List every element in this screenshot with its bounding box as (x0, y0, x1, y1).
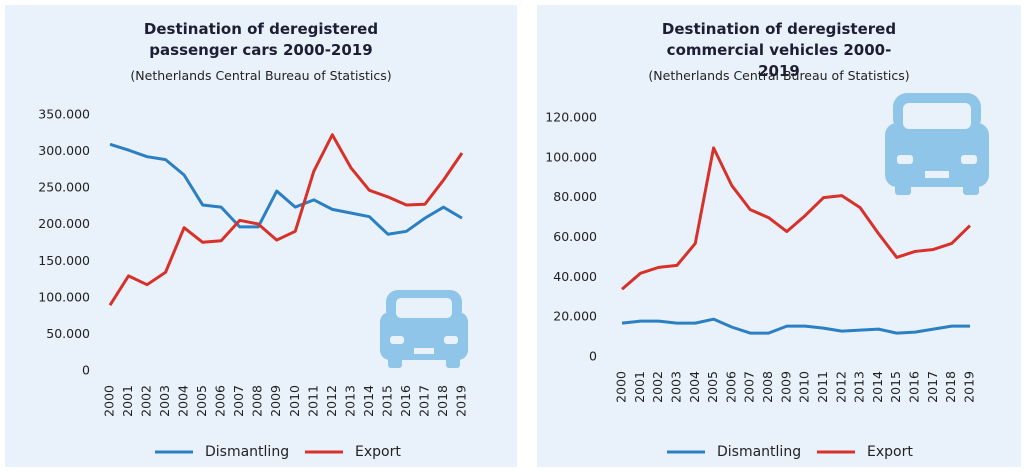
y-tick-label: 100.000 (545, 149, 597, 164)
x-tick-label: 2011 (305, 385, 320, 417)
x-tick-label: 2014 (870, 371, 885, 403)
chart-subtitle: (Netherlands Central Bureau of Statistic… (130, 68, 392, 83)
x-tick-label: 2003 (668, 371, 683, 403)
x-tick-label: 2013 (342, 385, 357, 417)
x-tick-label: 2010 (287, 385, 302, 417)
x-tick-label: 2004 (176, 385, 191, 417)
x-tick-label: 2013 (852, 371, 867, 403)
y-tick-label: 120.000 (545, 110, 597, 125)
series-line (108, 133, 464, 306)
x-tick-label: 2005 (705, 371, 720, 403)
y-tick-label: 0 (589, 349, 597, 364)
x-tick-label: 2017 (416, 385, 431, 417)
x-tick-label: 2000 (614, 371, 629, 403)
chart-title: Destination of deregistered commercial v… (661, 20, 897, 80)
legend-label: Export (355, 444, 401, 460)
x-tick-label: 2012 (324, 385, 339, 417)
y-tick-label: 200.000 (38, 216, 90, 231)
legend-label: Export (867, 444, 913, 460)
y-tick-label: 40.000 (553, 269, 597, 284)
x-tick-label: 2005 (194, 385, 209, 417)
y-tick-label: 300.000 (38, 143, 90, 158)
x-tick-label: 2008 (760, 371, 775, 403)
y-tick-label: 100.000 (38, 289, 90, 304)
x-tick-label: 2009 (268, 385, 283, 417)
y-tick-label: 350.000 (38, 107, 90, 122)
x-tick-label: 2011 (815, 371, 830, 403)
x-tick-label: 2017 (925, 371, 940, 403)
x-tick-label: 2003 (157, 385, 172, 417)
chart-title: Destination of deregistered passenger ca… (143, 20, 379, 59)
x-tick-label: 2016 (907, 371, 922, 403)
x-tick-label: 2007 (742, 371, 757, 403)
x-tick-label: 2006 (723, 371, 738, 403)
chart-subtitle: (Netherlands Central Bureau of Statistic… (648, 68, 910, 83)
y-tick-label: 0 (82, 363, 90, 378)
x-tick-label: 2006 (213, 385, 228, 417)
x-tick-label: 2010 (797, 371, 812, 403)
x-tick-label: 2001 (632, 371, 647, 403)
x-tick-label: 2007 (231, 385, 246, 417)
car-icon (380, 290, 468, 368)
y-tick-label: 20.000 (553, 309, 597, 324)
y-tick-label: 250.000 (38, 180, 90, 195)
x-tick-label: 2016 (398, 385, 413, 417)
x-tick-label: 2015 (379, 385, 394, 417)
chart: 0 20.000 40.000 60.000 80.000 100.000 120.000 2… (545, 93, 989, 460)
x-tick-label: 2018 (943, 371, 958, 403)
x-tick-label: 2019 (962, 371, 977, 403)
x-tick-label: 2000 (102, 385, 117, 417)
chart-panel: 0 20.000 40.000 60.000 80.000 100.000 120.000 2… (537, 5, 1021, 467)
x-tick-label: 2014 (361, 385, 376, 417)
x-tick-label: 2002 (139, 385, 154, 417)
chart-panel: 0 50.000 100.000 150.000 200.000 250.000 300.0… (5, 5, 517, 467)
y-tick-label: 150.000 (38, 253, 90, 268)
x-tick-label: 2018 (435, 385, 450, 417)
legend-label: Dismantling (717, 444, 801, 460)
x-tick-label: 2001 (120, 385, 135, 417)
chart: 0 50.000 100.000 150.000 200.000 250.000 300.0… (38, 107, 469, 461)
x-tick-label: 2019 (454, 385, 469, 417)
x-tick-label: 2004 (687, 371, 702, 403)
y-tick-label: 80.000 (553, 189, 597, 204)
x-tick-label: 2002 (650, 371, 665, 403)
x-tick-label: 2009 (778, 371, 793, 403)
series-line (621, 317, 970, 335)
legend-label: Dismantling (205, 444, 289, 460)
y-tick-label: 50.000 (46, 326, 90, 341)
x-tick-label: 2008 (250, 385, 265, 417)
x-tick-label: 2015 (888, 371, 903, 403)
car-icon (885, 93, 989, 195)
series-line (109, 142, 463, 236)
y-tick-label: 60.000 (553, 229, 597, 244)
x-tick-label: 2012 (833, 371, 848, 403)
series-line (621, 146, 972, 291)
